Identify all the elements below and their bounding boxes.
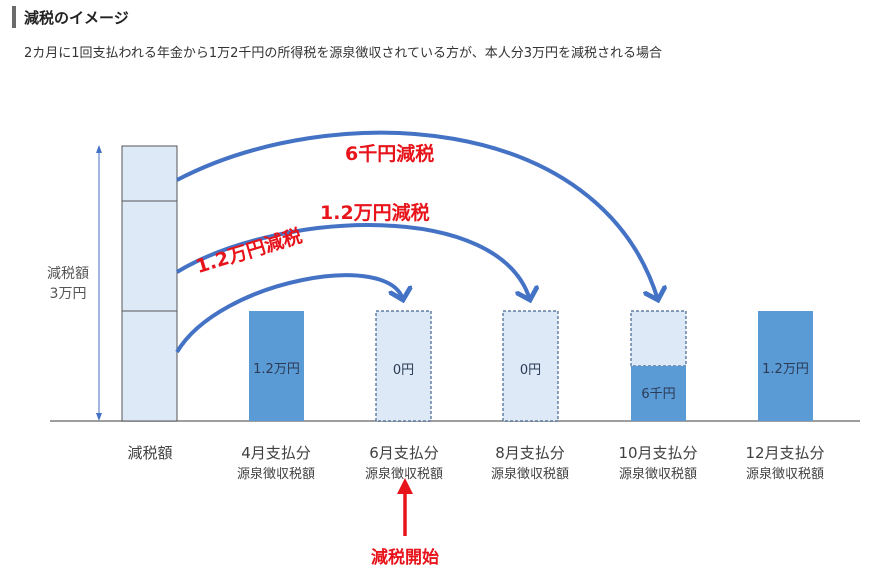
label-6000-reduction: 6千円減税 [345,143,435,165]
section-heading: 減税のイメージ [12,6,129,28]
bar-label-april: 1.2万円 [253,362,300,377]
arrow-to-june [175,273,403,354]
dimension-arrow [96,145,102,421]
category-august: 8月支払分 源泉徴収税額 [490,444,569,482]
category-april: 4月支払分 源泉徴収税額 [236,444,315,482]
side-label-line1: 減税額 [47,266,89,282]
bar-october [630,310,687,421]
bar-label-october: 6千円 [641,387,676,402]
bar-december [758,311,813,421]
start-label: 減税開始 [371,548,439,568]
arrow-to-october [176,130,658,300]
arrow-to-august [175,223,530,300]
heading-title: 減税のイメージ [24,8,129,27]
start-arrow [397,478,413,536]
bar-label-december: 1.2万円 [762,362,809,377]
bar-label-june: 0円 [392,363,415,378]
description-text: 2カ月に1回支払われる年金から1万2千円の所得税を源泉徴収されている方が、本人分… [24,46,663,61]
category-june: 6月支払分 源泉徴収税額 [364,444,443,482]
bar-april [249,311,304,421]
category-reduction: 減税額 [127,444,173,462]
side-label-line2: 3万円 [49,286,87,302]
bar-label-august: 0円 [519,363,542,378]
side-label: 減税額 3万円 [40,264,96,304]
label-12000-reduction-upper: 1.2万円減税 [320,202,430,224]
heading-accent-bar [12,6,16,28]
category-october: 10月支払分 源泉徴収税額 [618,444,698,482]
category-december: 12月支払分 源泉徴収税額 [745,444,825,482]
bar-august [502,310,559,422]
reduction-column [121,145,178,422]
bar-june [375,310,432,422]
